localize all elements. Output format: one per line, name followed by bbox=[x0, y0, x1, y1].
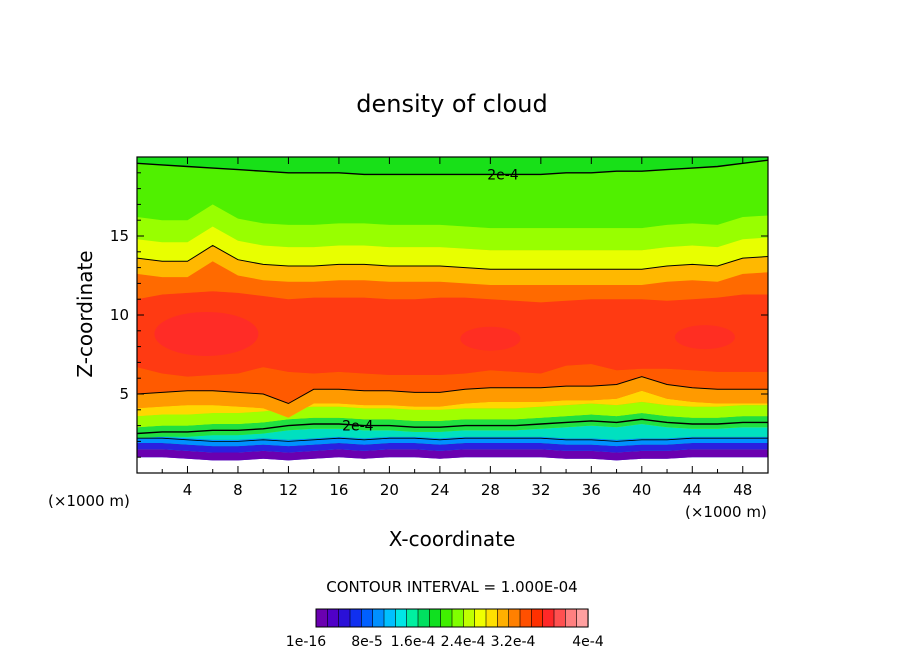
colorbar-swatch bbox=[519, 608, 532, 628]
colorbar-tick-label: 1e-16 bbox=[286, 634, 326, 650]
colorbar-swatch bbox=[417, 608, 430, 628]
contour-line-base bbox=[137, 437, 768, 442]
x-tick-label: 40 bbox=[632, 481, 651, 499]
contour-label-top: 2e-4 bbox=[487, 167, 519, 183]
band-upper-orange bbox=[137, 261, 768, 303]
colorbar-tick-label: 4e-4 bbox=[572, 634, 604, 650]
x-tick-label: 36 bbox=[582, 481, 601, 499]
colorbar-swatch bbox=[485, 608, 498, 628]
colorbar-tick-label: 3.2e-4 bbox=[491, 634, 536, 650]
band-darkorange bbox=[137, 364, 768, 404]
x-tick-label: 8 bbox=[233, 481, 243, 499]
cloud-base-empty-region bbox=[137, 457, 768, 473]
colorbar-swatch bbox=[395, 608, 408, 628]
colorbar-tick-label: 8e-5 bbox=[351, 634, 382, 650]
colorbar-swatch bbox=[451, 608, 464, 628]
band-upper-green bbox=[137, 160, 768, 229]
colorbar-swatch bbox=[349, 608, 362, 628]
x-unit-label-right: (×1000 m) bbox=[685, 503, 767, 521]
colorbar-tick-label: 1.6e-4 bbox=[391, 634, 436, 650]
band-red-core bbox=[137, 291, 768, 377]
colorbar-swatch bbox=[383, 608, 396, 628]
band-cyan bbox=[137, 424, 768, 440]
x-axis-label: X-coordinate bbox=[389, 527, 516, 551]
y-axis-ticks: 5 10 15 bbox=[110, 172, 768, 458]
contour-line-middle bbox=[137, 376, 768, 405]
contour-line-top bbox=[137, 159, 768, 176]
colorbar-swatch bbox=[497, 608, 510, 628]
colorbar-swatch bbox=[542, 608, 555, 628]
colorbar-swatch bbox=[531, 608, 544, 628]
band-upper-gold bbox=[137, 245, 768, 285]
x-tick-label: 16 bbox=[329, 481, 348, 499]
x-tick-label: 4 bbox=[183, 481, 193, 499]
band-orange bbox=[137, 376, 768, 418]
band-blue bbox=[137, 443, 768, 453]
x-tick-label: 28 bbox=[481, 481, 500, 499]
x-tick-label: 12 bbox=[279, 481, 298, 499]
colorbar-swatch bbox=[463, 608, 476, 628]
colorbar-swatch bbox=[440, 608, 453, 628]
colorbar-swatch bbox=[429, 608, 442, 628]
colorbar-swatch bbox=[474, 608, 487, 628]
y-axis-label: Z-coordinate bbox=[73, 250, 97, 377]
y-tick-label: 10 bbox=[110, 306, 129, 324]
x-unit-label-left: (×1000 m) bbox=[48, 492, 130, 510]
contour-label-bottom: 2e-4 bbox=[342, 419, 374, 435]
colorbar-swatch bbox=[361, 608, 374, 628]
x-tick-label: 44 bbox=[683, 481, 702, 499]
core-maximum-middle bbox=[460, 326, 521, 351]
colorbar-swatch bbox=[315, 608, 328, 628]
colorbar-swatch bbox=[553, 608, 566, 628]
x-tick-label: 48 bbox=[733, 481, 752, 499]
colorbar-swatch bbox=[327, 608, 340, 628]
x-tick-label: 32 bbox=[531, 481, 550, 499]
y-tick-label: 5 bbox=[119, 385, 129, 403]
x-axis-ticks: 4 8 12 16 20 24 28 32 36 40 44 48 bbox=[161, 157, 752, 499]
band-purple bbox=[137, 449, 768, 461]
x-tick-label: 20 bbox=[380, 481, 399, 499]
colorbar bbox=[315, 608, 589, 628]
contour-line-lower bbox=[137, 418, 768, 435]
core-maximum-right bbox=[674, 325, 735, 350]
band-top-green bbox=[137, 157, 768, 175]
colorbar-swatch bbox=[508, 608, 521, 628]
colorbar-swatch bbox=[372, 608, 385, 628]
colorbar-swatch bbox=[565, 608, 578, 628]
contour-lines bbox=[137, 159, 768, 442]
chart-title: density of cloud bbox=[356, 90, 547, 118]
colorbar-swatch bbox=[406, 608, 419, 628]
y-tick-label: 15 bbox=[110, 227, 129, 245]
core-maximum-left bbox=[154, 311, 259, 356]
density-bands bbox=[137, 157, 768, 473]
band-lightblue bbox=[137, 436, 768, 447]
colorbar-tick-label: 2.4e-4 bbox=[441, 634, 486, 650]
contour-line-upper bbox=[137, 244, 768, 270]
contour-interval-text: CONTOUR INTERVAL = 1.000E-04 bbox=[326, 578, 577, 596]
band-green bbox=[137, 413, 768, 439]
colorbar-tick-labels: 1e-16 8e-5 1.6e-4 2.4e-4 3.2e-4 4e-4 bbox=[286, 634, 604, 650]
colorbar-frame bbox=[315, 608, 589, 628]
colorbar-swatch bbox=[576, 608, 589, 628]
colorbar-swatch bbox=[338, 608, 351, 628]
band-upper-lime bbox=[137, 204, 768, 251]
x-tick-label: 24 bbox=[430, 481, 449, 499]
